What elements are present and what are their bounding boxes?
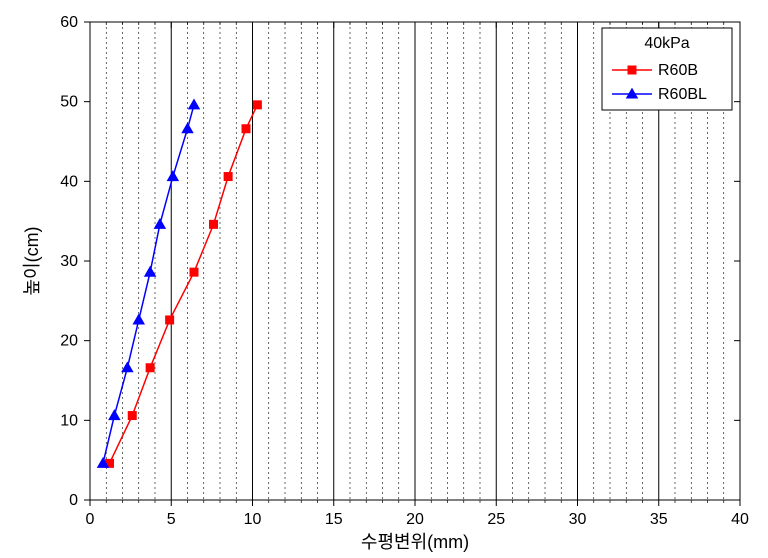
x-tick-label: 40 [731, 511, 749, 528]
x-tick-label: 30 [569, 511, 587, 528]
y-tick-label: 40 [60, 173, 78, 190]
y-tick-label: 10 [60, 412, 78, 429]
y-tick-label: 0 [69, 492, 78, 509]
x-tick-label: 35 [650, 511, 668, 528]
legend-item-label: R60B [658, 62, 698, 79]
x-tick-label: 0 [86, 511, 95, 528]
x-tick-label: 10 [244, 511, 262, 528]
x-tick-label: 20 [406, 511, 424, 528]
x-axis-label: 수평변위(mm) [361, 532, 469, 552]
legend-title: 40kPa [644, 35, 689, 52]
chart-svg: 0 5 10 15 20 25 30 35 40 0 10 20 30 40 50 60 수평변위(mm) 높이(… [0, 0, 768, 558]
x-tick-label: 5 [167, 511, 176, 528]
legend-item-label: R60BL [658, 86, 707, 103]
x-tick-label: 15 [325, 511, 343, 528]
y-tick-label: 20 [60, 333, 78, 350]
chart-container: 0 5 10 15 20 25 30 35 40 0 10 20 30 40 50 60 수평변위(mm) 높이(… [0, 0, 768, 558]
x-tick-label: 25 [487, 511, 505, 528]
y-tick-label: 50 [60, 94, 78, 111]
y-axis-label: 높이(cm) [22, 226, 42, 295]
y-tick-label: 30 [60, 253, 78, 270]
y-tick-label: 60 [60, 14, 78, 31]
